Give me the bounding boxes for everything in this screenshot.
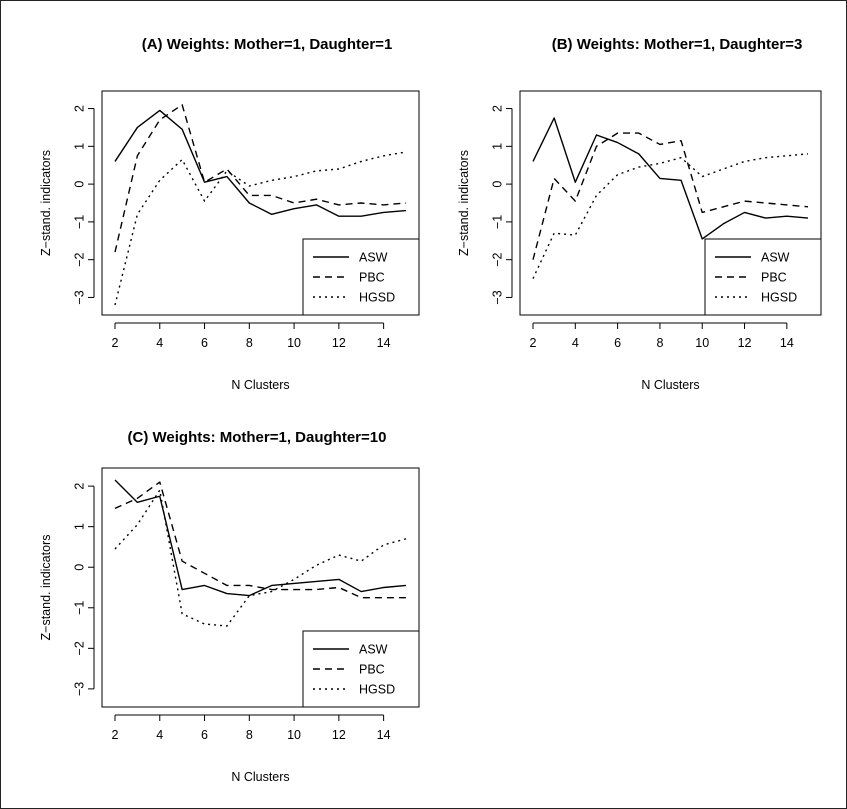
x-tick-label: 12 — [332, 728, 346, 742]
legend: ASW PBC HGSD — [704, 238, 822, 316]
legend-label-hgsd: HGSD — [761, 291, 797, 305]
x-tick-label: 10 — [695, 336, 709, 350]
y-axis-label: Z−stand. indicators — [39, 150, 53, 256]
legend-label-pbc: PBC — [761, 271, 787, 285]
series-line-pbc — [532, 132, 809, 260]
x-tick-label: 6 — [614, 336, 621, 350]
series-line-hgsd — [114, 489, 407, 627]
series-line-asw — [532, 117, 809, 240]
chart-panel-2: (B) Weights: Mother=1, Daughter=32 4 6 8 10 1… — [457, 36, 822, 392]
y-tick-label: −3 — [72, 682, 86, 696]
y-tick-label: 1 — [72, 523, 86, 530]
series-line-asw — [114, 109, 407, 217]
y-tick-label: 0 — [72, 564, 86, 571]
y-tick-label: −2 — [490, 252, 504, 266]
y-tick-label: −2 — [72, 252, 86, 266]
legend-box — [302, 238, 420, 316]
x-tick-label: 4 — [156, 728, 163, 742]
x-tick-label: 12 — [738, 336, 752, 350]
x-tick-label: 4 — [572, 336, 579, 350]
y-tick-label: −1 — [490, 215, 504, 229]
legend-box — [704, 238, 822, 316]
chart-title: (C) Weights: Mother=1, Daughter=10 — [128, 429, 387, 446]
x-tick-label: 14 — [377, 728, 391, 742]
x-axis-label: N Clusters — [641, 378, 699, 392]
series-line-asw — [114, 479, 407, 597]
plot-frame — [519, 90, 822, 316]
legend-label-asw: ASW — [359, 643, 388, 657]
x-tick-label: 6 — [201, 728, 208, 742]
y-tick-label: −3 — [490, 290, 504, 304]
x-tick-label: 8 — [246, 728, 253, 742]
x-tick-label: 10 — [287, 336, 301, 350]
x-tick-label: 2 — [112, 336, 119, 350]
chart-title: (B) Weights: Mother=1, Daughter=3 — [552, 36, 803, 53]
series-line-hgsd — [114, 151, 407, 306]
legend-box — [302, 630, 420, 708]
y-tick-label: 2 — [72, 105, 86, 112]
x-tick-label: 14 — [780, 336, 794, 350]
x-tick-label: 2 — [530, 336, 537, 350]
legend-label-pbc: PBC — [359, 271, 385, 285]
legend-label-hgsd: HGSD — [359, 683, 395, 697]
chart-title: (A) Weights: Mother=1, Daughter=1 — [142, 36, 393, 53]
y-tick-label: −2 — [72, 641, 86, 655]
chart-panel-3: (C) Weights: Mother=1, Daughter=102 4 6 8 10… — [39, 429, 420, 784]
plot-frame — [101, 467, 420, 708]
y-tick-label: −1 — [72, 215, 86, 229]
series-line-pbc — [114, 481, 406, 599]
series-line-pbc — [114, 104, 407, 253]
y-tick-label: 0 — [490, 181, 504, 188]
y-tick-label: 1 — [490, 143, 504, 150]
legend: ASW PBC HGSD — [302, 630, 420, 708]
y-tick-label: 1 — [72, 143, 86, 150]
legend-label-hgsd: HGSD — [359, 291, 395, 305]
y-tick-label: 0 — [72, 181, 86, 188]
x-tick-label: 8 — [246, 336, 253, 350]
y-axis-label: Z−stand. indicators — [39, 535, 53, 641]
x-tick-label: 6 — [201, 336, 208, 350]
y-axis-label: Z−stand. indicators — [457, 150, 471, 256]
x-axis-label: N Clusters — [231, 770, 289, 784]
y-tick-label: 2 — [72, 483, 86, 490]
x-tick-label: 14 — [377, 336, 391, 350]
legend-label-pbc: PBC — [359, 663, 385, 677]
legend-label-asw: ASW — [359, 251, 388, 265]
x-tick-label: 2 — [112, 728, 119, 742]
x-tick-label: 12 — [332, 336, 346, 350]
x-tick-label: 4 — [156, 336, 163, 350]
x-tick-label: 10 — [287, 728, 301, 742]
legend: ASW PBC HGSD — [302, 238, 420, 316]
x-tick-label: 8 — [656, 336, 663, 350]
y-tick-label: −3 — [72, 290, 86, 304]
y-tick-label: −1 — [72, 601, 86, 615]
x-axis-label: N Clusters — [231, 378, 289, 392]
chart-panel-1: (A) Weights: Mother=1, Daughter=12 4 6 8 10 1… — [39, 36, 420, 392]
plot-frame — [101, 90, 420, 316]
y-tick-label: 2 — [490, 105, 504, 112]
legend-label-asw: ASW — [761, 251, 790, 265]
series-line-hgsd — [532, 153, 809, 279]
